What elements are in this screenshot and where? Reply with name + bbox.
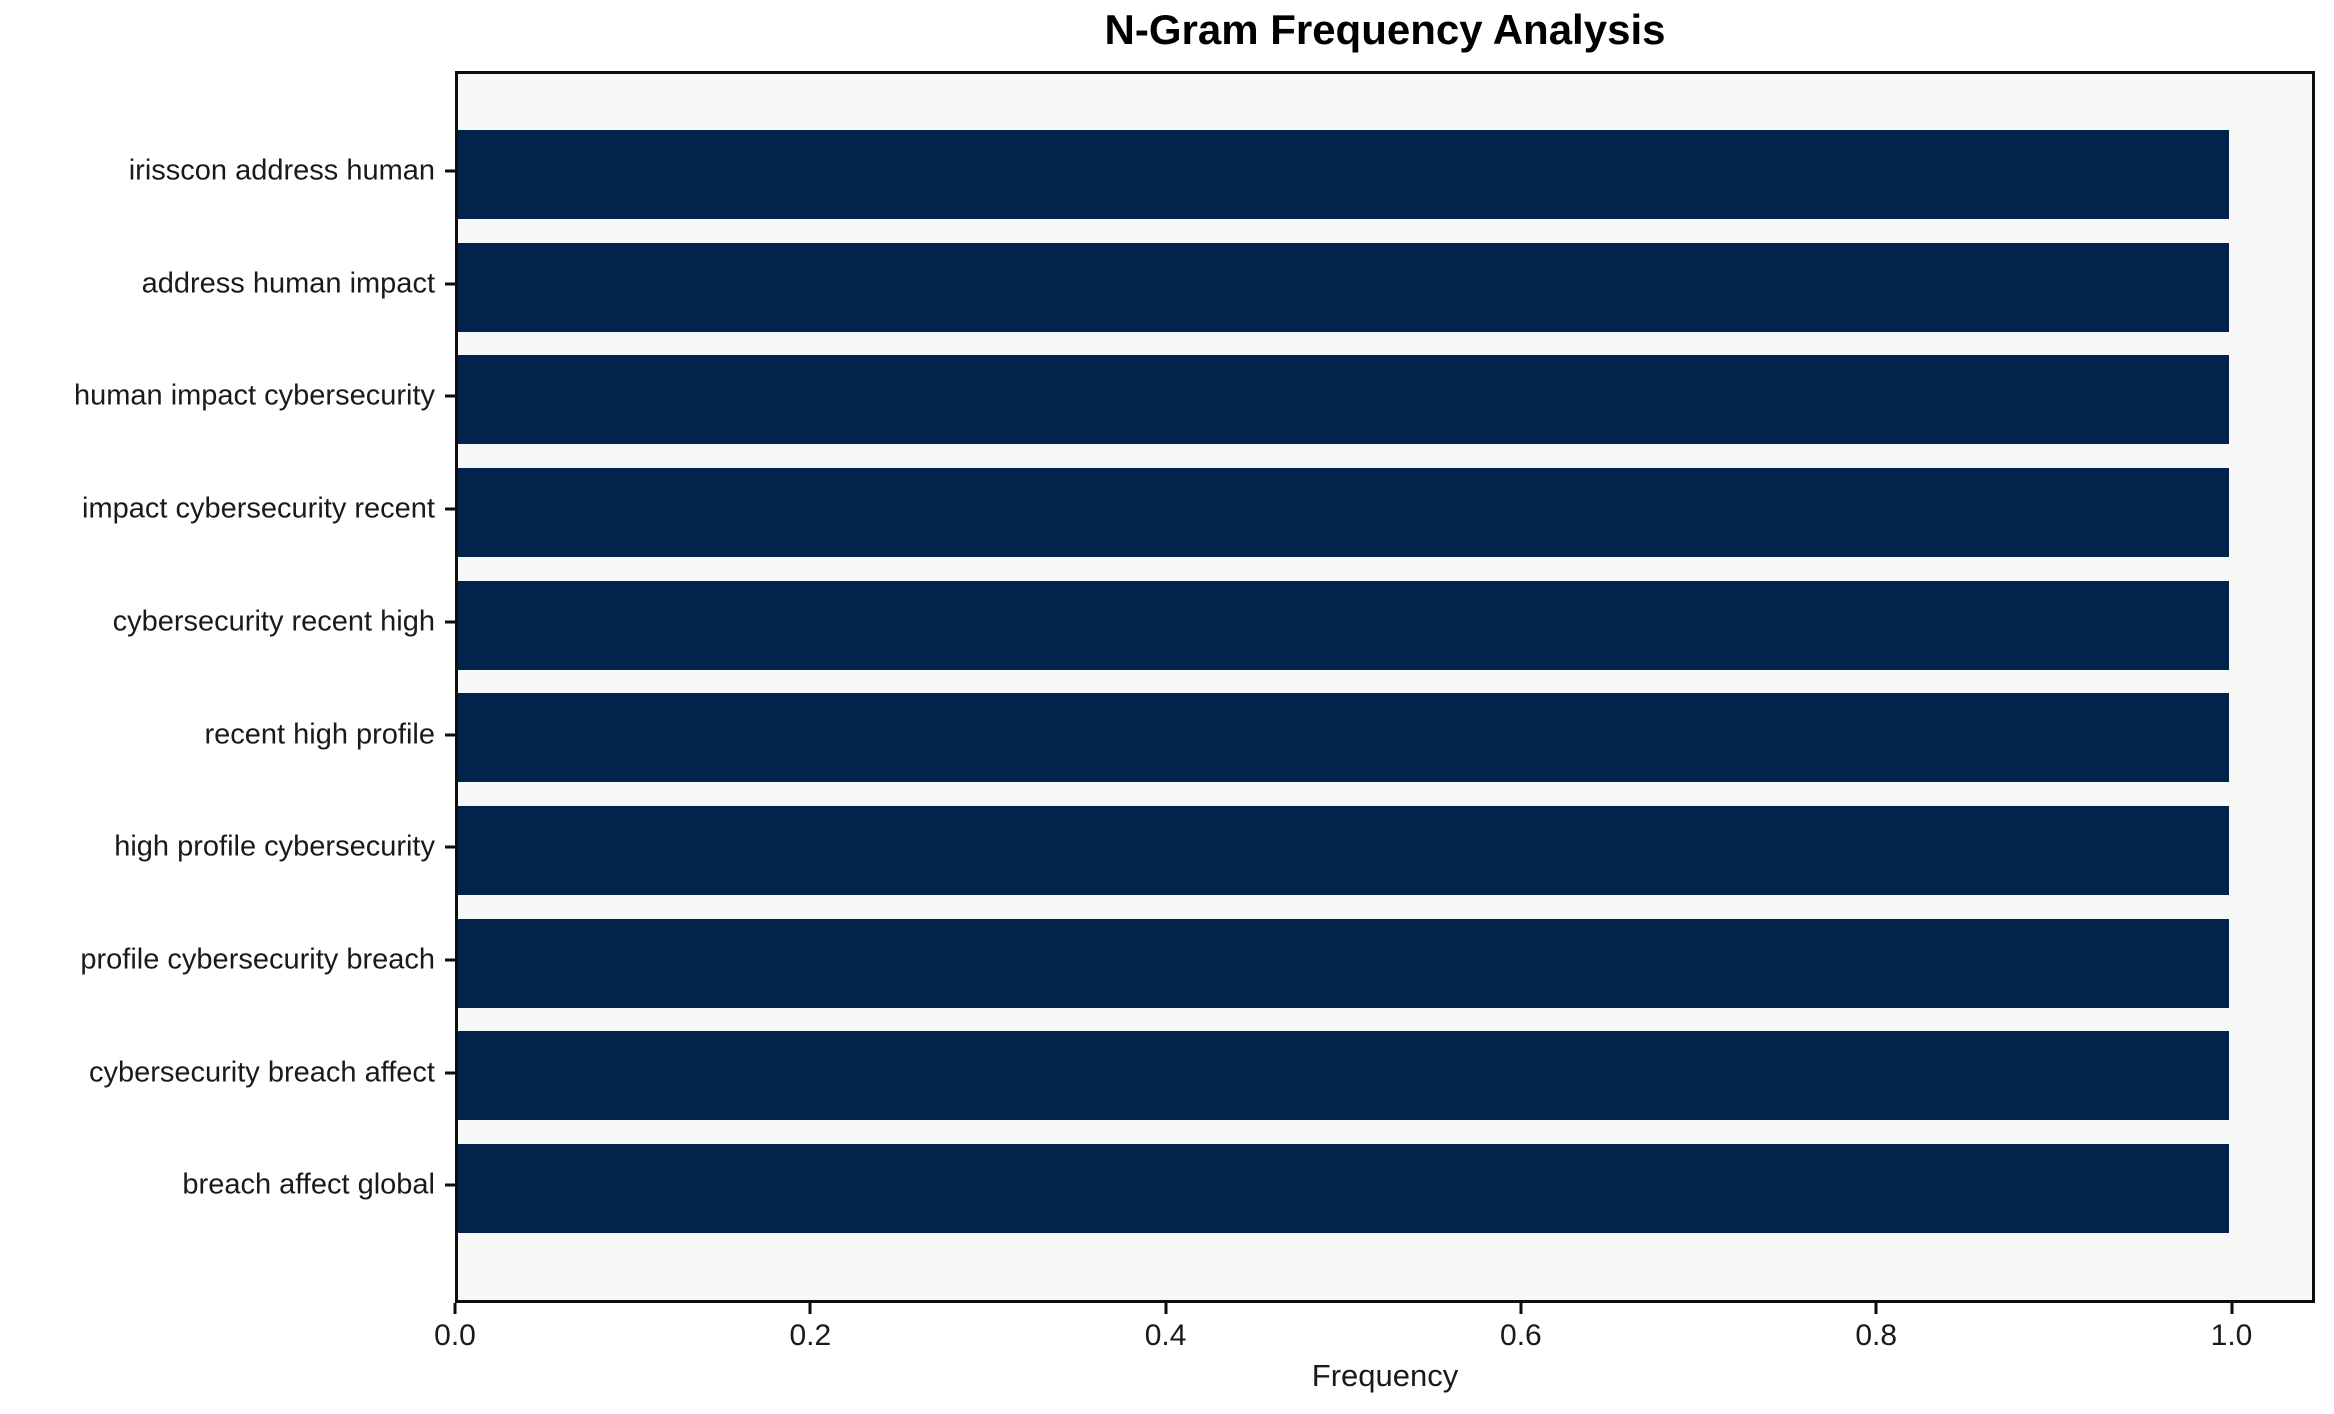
bar-row xyxy=(458,343,2312,456)
x-tick-mark xyxy=(1874,1303,1878,1314)
bar-row xyxy=(458,569,2312,682)
bar xyxy=(458,129,2229,219)
y-tick-label: recent high profile xyxy=(204,718,435,750)
bar-row xyxy=(458,231,2312,344)
y-tick-label: human impact cybersecurity xyxy=(73,379,435,412)
y-tick-mark xyxy=(445,169,455,173)
bar xyxy=(458,580,2229,670)
y-tick-label: cybersecurity breach affect xyxy=(88,1056,435,1089)
bar-row xyxy=(458,794,2312,907)
y-tick-label: impact cybersecurity recent xyxy=(82,492,435,525)
x-tick-mark xyxy=(808,1303,812,1314)
x-tick-label: 0.6 xyxy=(1500,1319,1542,1352)
x-tick-label: 1.0 xyxy=(2210,1319,2253,1352)
y-axis: irisscon address human address human impa… xyxy=(0,71,455,1303)
bar xyxy=(458,1144,2229,1234)
bar xyxy=(458,693,2229,783)
plot-area xyxy=(455,71,2315,1303)
bar xyxy=(458,1031,2229,1121)
bar-row xyxy=(458,1132,2312,1245)
bar-row xyxy=(458,118,2312,231)
bars-region xyxy=(458,74,2312,1300)
y-tick-mark xyxy=(445,733,455,736)
y-tick-label: cybersecurity recent high xyxy=(112,605,435,638)
y-tick-label: breach affect global xyxy=(182,1168,435,1201)
y-tick-mark xyxy=(445,845,455,849)
y-tick-mark xyxy=(445,282,455,286)
chart-title: N-Gram Frequency Analysis xyxy=(1104,6,1666,53)
y-tick-label: profile cybersecurity breach xyxy=(80,943,435,976)
bar xyxy=(458,355,2229,445)
bar xyxy=(458,805,2229,895)
y-tick-mark xyxy=(445,1183,455,1187)
bar-row xyxy=(458,681,2312,794)
x-tick-label: 0.8 xyxy=(1855,1319,1898,1352)
x-tick-label: 0.0 xyxy=(434,1319,476,1352)
x-tick-label: 0.4 xyxy=(1144,1319,1187,1352)
y-tick-label: address human impact xyxy=(141,267,435,300)
bar-row xyxy=(458,456,2312,569)
x-tick-label: 0.2 xyxy=(789,1319,832,1352)
y-tick-label: high profile cybersecurity xyxy=(114,830,435,863)
bar-row xyxy=(458,907,2312,1020)
y-tick-mark xyxy=(445,1071,455,1075)
bar-row xyxy=(458,1020,2312,1133)
y-tick-mark xyxy=(445,620,455,624)
y-tick-mark xyxy=(445,507,455,511)
x-tick-mark xyxy=(2230,1303,2233,1314)
bar xyxy=(458,467,2229,557)
x-tick-mark xyxy=(1519,1303,1523,1314)
y-tick-mark xyxy=(445,958,455,962)
bar xyxy=(458,242,2229,332)
y-tick-mark xyxy=(445,394,455,398)
bar xyxy=(458,918,2229,1008)
x-axis-label: Frequency xyxy=(1311,1358,1459,1393)
y-tick-label: irisscon address human xyxy=(128,154,435,187)
x-tick-mark xyxy=(1164,1303,1168,1314)
x-tick-mark xyxy=(453,1303,457,1314)
x-axis: 0.0 0.2 0.4 0.6 0.8 1.0 xyxy=(434,1303,2315,1383)
